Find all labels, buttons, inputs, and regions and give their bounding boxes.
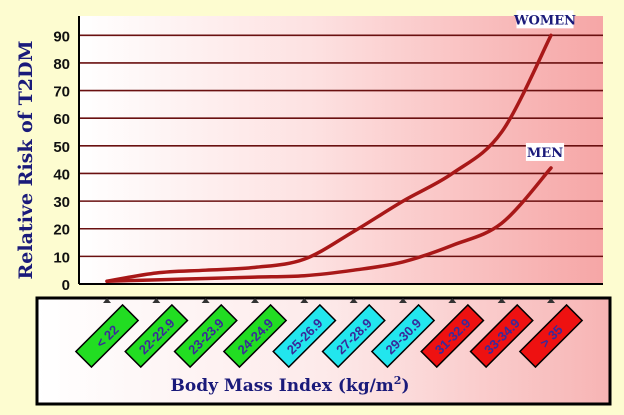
x-axis-label-close: )	[401, 376, 409, 396]
category-tag-bg	[321, 303, 386, 369]
series: WOMEN MEN	[105, 10, 576, 283]
y-tick-label: 50	[53, 139, 70, 156]
category-marker	[349, 298, 358, 303]
y-tick-label: 60	[53, 111, 70, 128]
category-marker	[201, 298, 210, 303]
category-tag-bg	[272, 303, 337, 369]
category-tag-bg	[222, 303, 288, 369]
series-label-bg	[525, 142, 565, 161]
y-tick-label: 70	[53, 84, 70, 101]
y-tick-label: 40	[53, 166, 70, 183]
y-tick-labels: 0 10 20 30 40 50 60 70 80 90	[53, 28, 70, 294]
series-line-women	[105, 33, 553, 283]
category-tag-bg	[518, 303, 584, 369]
category-marker	[300, 298, 309, 303]
x-axis-label: Body Mass Index (kg/m2)	[171, 374, 410, 396]
x-axis-label-main: Body Mass Index (kg/m	[171, 376, 394, 396]
category-marker	[399, 298, 407, 303]
grid	[79, 34, 603, 258]
series-line-men	[105, 166, 553, 283]
y-tick-label: 90	[53, 28, 70, 45]
y-tick-label: 30	[53, 194, 70, 211]
plot-area	[79, 16, 603, 284]
series-label-bg	[516, 10, 574, 29]
x-axis-label-sup: 2	[394, 374, 402, 387]
category-marker	[497, 298, 506, 303]
y-tick-label: 0	[62, 277, 70, 294]
y-tick-label: 20	[53, 222, 70, 239]
category-tag-bg	[420, 303, 485, 369]
category-tag: 31-32.9	[420, 303, 485, 369]
category-marker	[547, 298, 555, 303]
category-tag-bg	[124, 303, 189, 369]
series-label-women: WOMEN	[513, 10, 576, 29]
y-axis-label: Relative Risk of T2DM	[15, 41, 37, 280]
category-marker	[103, 298, 111, 303]
category-tag-bg	[74, 303, 140, 369]
series-label-text: MEN	[527, 146, 563, 161]
y-tick-label: 10	[53, 249, 70, 266]
series-label-text: WOMEN	[513, 13, 576, 28]
category-marker	[152, 298, 161, 303]
category-tag-bg	[173, 303, 238, 369]
category-tag-bg	[469, 303, 534, 369]
series-label-men: MEN	[525, 142, 565, 161]
category-marker	[251, 298, 259, 303]
category-tag-bg	[370, 303, 436, 369]
y-tick-label: 80	[53, 56, 70, 73]
category-tag: 24-24.9	[222, 303, 288, 369]
category-marker	[448, 298, 457, 303]
